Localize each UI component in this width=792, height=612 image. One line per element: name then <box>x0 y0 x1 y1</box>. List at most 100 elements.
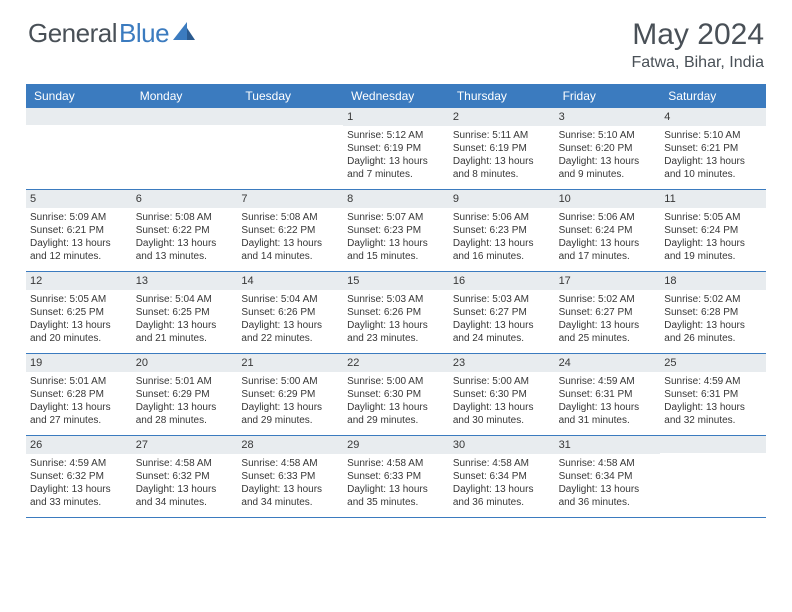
sunrise-text: Sunrise: 4:59 AM <box>559 375 657 388</box>
calendar-cell: 22Sunrise: 5:00 AMSunset: 6:30 PMDayligh… <box>343 354 449 436</box>
daylight-text: Daylight: 13 hours and 13 minutes. <box>136 237 234 263</box>
day-number: 12 <box>26 272 132 290</box>
day-number: 16 <box>449 272 555 290</box>
calendar-cell: 9Sunrise: 5:06 AMSunset: 6:23 PMDaylight… <box>449 190 555 272</box>
sunrise-text: Sunrise: 5:10 AM <box>664 129 762 142</box>
sunrise-text: Sunrise: 5:07 AM <box>347 211 445 224</box>
calendar-cell <box>660 436 766 518</box>
calendar-cell <box>26 108 132 190</box>
daylight-text: Daylight: 13 hours and 35 minutes. <box>347 483 445 509</box>
daylight-text: Daylight: 13 hours and 29 minutes. <box>347 401 445 427</box>
sunrise-text: Sunrise: 5:02 AM <box>559 293 657 306</box>
daylight-text: Daylight: 13 hours and 32 minutes. <box>664 401 762 427</box>
daylight-text: Daylight: 13 hours and 16 minutes. <box>453 237 551 263</box>
day-number: 29 <box>343 436 449 454</box>
daylight-text: Daylight: 13 hours and 36 minutes. <box>453 483 551 509</box>
weekday-header: Sunday <box>26 84 132 108</box>
calendar-cell: 23Sunrise: 5:00 AMSunset: 6:30 PMDayligh… <box>449 354 555 436</box>
sunrise-text: Sunrise: 5:03 AM <box>453 293 551 306</box>
sunset-text: Sunset: 6:19 PM <box>347 142 445 155</box>
weekday-header: Saturday <box>660 84 766 108</box>
day-number: 22 <box>343 354 449 372</box>
calendar-cell <box>132 108 238 190</box>
calendar-cell: 12Sunrise: 5:05 AMSunset: 6:25 PMDayligh… <box>26 272 132 354</box>
day-number: 27 <box>132 436 238 454</box>
daylight-text: Daylight: 13 hours and 10 minutes. <box>664 155 762 181</box>
sunset-text: Sunset: 6:27 PM <box>453 306 551 319</box>
daylight-text: Daylight: 13 hours and 21 minutes. <box>136 319 234 345</box>
daylight-text: Daylight: 13 hours and 17 minutes. <box>559 237 657 263</box>
calendar-cell: 29Sunrise: 4:58 AMSunset: 6:33 PMDayligh… <box>343 436 449 518</box>
calendar-cell: 2Sunrise: 5:11 AMSunset: 6:19 PMDaylight… <box>449 108 555 190</box>
sunrise-text: Sunrise: 5:06 AM <box>559 211 657 224</box>
daylight-text: Daylight: 13 hours and 25 minutes. <box>559 319 657 345</box>
sunrise-text: Sunrise: 5:04 AM <box>136 293 234 306</box>
sunset-text: Sunset: 6:30 PM <box>453 388 551 401</box>
sunset-text: Sunset: 6:34 PM <box>559 470 657 483</box>
calendar-cell: 16Sunrise: 5:03 AMSunset: 6:27 PMDayligh… <box>449 272 555 354</box>
sunrise-text: Sunrise: 5:01 AM <box>30 375 128 388</box>
day-number: 20 <box>132 354 238 372</box>
sunrise-text: Sunrise: 5:00 AM <box>453 375 551 388</box>
sunrise-text: Sunrise: 4:59 AM <box>664 375 762 388</box>
sunset-text: Sunset: 6:21 PM <box>30 224 128 237</box>
daylight-text: Daylight: 13 hours and 34 minutes. <box>241 483 339 509</box>
sunset-text: Sunset: 6:20 PM <box>559 142 657 155</box>
daylight-text: Daylight: 13 hours and 14 minutes. <box>241 237 339 263</box>
sunset-text: Sunset: 6:24 PM <box>664 224 762 237</box>
location: Fatwa, Bihar, India <box>631 54 764 72</box>
sunset-text: Sunset: 6:29 PM <box>241 388 339 401</box>
day-number: 7 <box>237 190 343 208</box>
sunrise-text: Sunrise: 5:09 AM <box>30 211 128 224</box>
sunset-text: Sunset: 6:26 PM <box>241 306 339 319</box>
daylight-text: Daylight: 13 hours and 36 minutes. <box>559 483 657 509</box>
sunset-text: Sunset: 6:27 PM <box>559 306 657 319</box>
daylight-text: Daylight: 13 hours and 27 minutes. <box>30 401 128 427</box>
weekday-header: Thursday <box>449 84 555 108</box>
daylight-text: Daylight: 13 hours and 33 minutes. <box>30 483 128 509</box>
day-number: 28 <box>237 436 343 454</box>
daylight-text: Daylight: 13 hours and 19 minutes. <box>664 237 762 263</box>
sunrise-text: Sunrise: 5:04 AM <box>241 293 339 306</box>
sunset-text: Sunset: 6:26 PM <box>347 306 445 319</box>
sunrise-text: Sunrise: 5:12 AM <box>347 129 445 142</box>
day-number: 15 <box>343 272 449 290</box>
calendar-cell: 18Sunrise: 5:02 AMSunset: 6:28 PMDayligh… <box>660 272 766 354</box>
sunrise-text: Sunrise: 5:00 AM <box>241 375 339 388</box>
sunrise-text: Sunrise: 4:58 AM <box>136 457 234 470</box>
daylight-text: Daylight: 13 hours and 15 minutes. <box>347 237 445 263</box>
calendar-cell: 24Sunrise: 4:59 AMSunset: 6:31 PMDayligh… <box>555 354 661 436</box>
calendar-cell: 1Sunrise: 5:12 AMSunset: 6:19 PMDaylight… <box>343 108 449 190</box>
calendar-cell: 30Sunrise: 4:58 AMSunset: 6:34 PMDayligh… <box>449 436 555 518</box>
logo-text-blue: Blue <box>119 18 169 49</box>
weekday-header: Monday <box>132 84 238 108</box>
calendar-cell: 19Sunrise: 5:01 AMSunset: 6:28 PMDayligh… <box>26 354 132 436</box>
daylight-text: Daylight: 13 hours and 22 minutes. <box>241 319 339 345</box>
sunset-text: Sunset: 6:22 PM <box>136 224 234 237</box>
calendar-cell: 27Sunrise: 4:58 AMSunset: 6:32 PMDayligh… <box>132 436 238 518</box>
calendar-cell: 7Sunrise: 5:08 AMSunset: 6:22 PMDaylight… <box>237 190 343 272</box>
day-number: 21 <box>237 354 343 372</box>
day-number <box>132 108 238 125</box>
daylight-text: Daylight: 13 hours and 26 minutes. <box>664 319 762 345</box>
weekday-header: Tuesday <box>237 84 343 108</box>
sunset-text: Sunset: 6:33 PM <box>241 470 339 483</box>
sunset-text: Sunset: 6:34 PM <box>453 470 551 483</box>
sunset-text: Sunset: 6:23 PM <box>347 224 445 237</box>
sunset-text: Sunset: 6:21 PM <box>664 142 762 155</box>
day-number: 8 <box>343 190 449 208</box>
sunset-text: Sunset: 6:24 PM <box>559 224 657 237</box>
calendar-cell: 26Sunrise: 4:59 AMSunset: 6:32 PMDayligh… <box>26 436 132 518</box>
calendar-cell: 31Sunrise: 4:58 AMSunset: 6:34 PMDayligh… <box>555 436 661 518</box>
sunrise-text: Sunrise: 5:06 AM <box>453 211 551 224</box>
calendar-body: 1Sunrise: 5:12 AMSunset: 6:19 PMDaylight… <box>26 108 766 518</box>
sunset-text: Sunset: 6:19 PM <box>453 142 551 155</box>
sunrise-text: Sunrise: 5:11 AM <box>453 129 551 142</box>
daylight-text: Daylight: 13 hours and 30 minutes. <box>453 401 551 427</box>
day-number: 17 <box>555 272 661 290</box>
day-number: 18 <box>660 272 766 290</box>
calendar-cell: 10Sunrise: 5:06 AMSunset: 6:24 PMDayligh… <box>555 190 661 272</box>
daylight-text: Daylight: 13 hours and 31 minutes. <box>559 401 657 427</box>
day-number: 14 <box>237 272 343 290</box>
day-number: 4 <box>660 108 766 126</box>
